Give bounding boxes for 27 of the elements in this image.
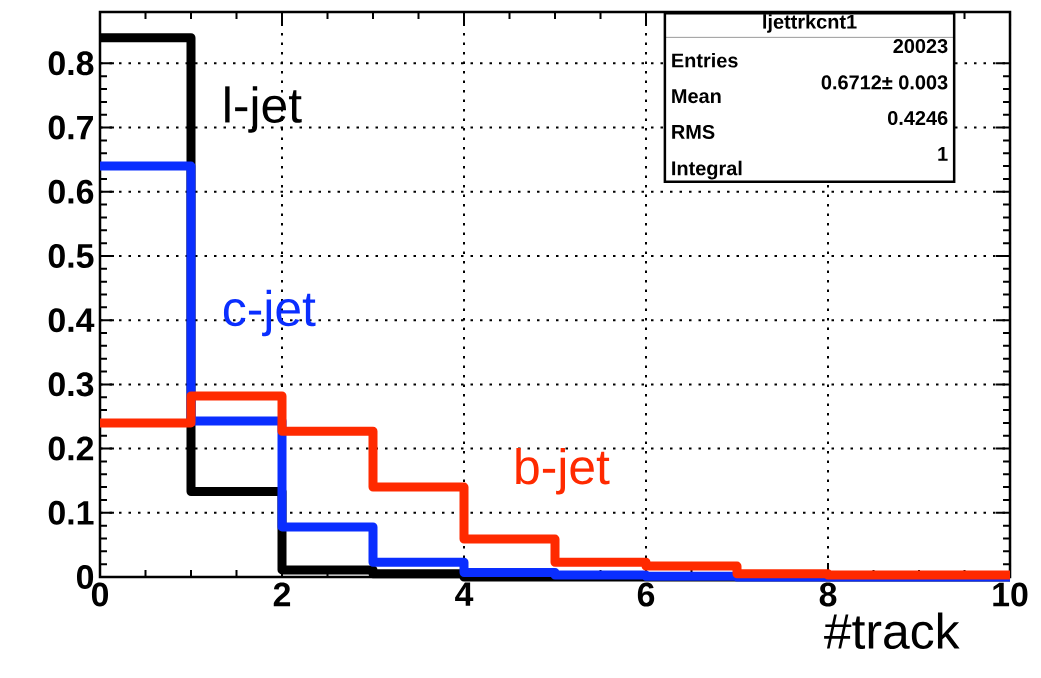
y-tick-label: 0.4 [48,308,95,333]
x-tick-label: 10 [993,582,1028,607]
x-tick-label: 8 [819,582,837,607]
annotation: 1 [938,147,948,161]
series-label: l-jet [225,86,302,133]
y-tick-label: 0.2 [48,436,94,461]
annotation: 0.6712± 0.003 [821,75,948,90]
annotation: Entries [672,52,738,68]
y-tick-label: 0 [76,565,94,589]
x-tick-label: 4 [455,582,474,606]
annotation: 0.4246 [888,110,948,126]
y-tick-label: 0.8 [48,51,94,76]
y-tick-label: 0.5 [48,243,94,268]
y-tick-label: 0.6 [48,179,94,204]
series-label: c-jet [223,289,316,337]
y-tick-label: 0.1 [48,500,94,525]
y-tick-label: 0.7 [48,115,93,140]
annotation: 20023 [893,39,948,54]
annotation: RMS [672,124,715,139]
x-tick-label: 2 [273,582,291,607]
x-tick-label: 6 [637,582,655,607]
y-tick-label: 0.3 [48,372,94,397]
x-axis-title: #track [824,612,960,650]
annotation: Integral [672,160,742,180]
series-label: b-jet [516,447,610,495]
annotation: ljettrkcnt1 [763,14,857,33]
annotation: Mean [672,89,721,104]
